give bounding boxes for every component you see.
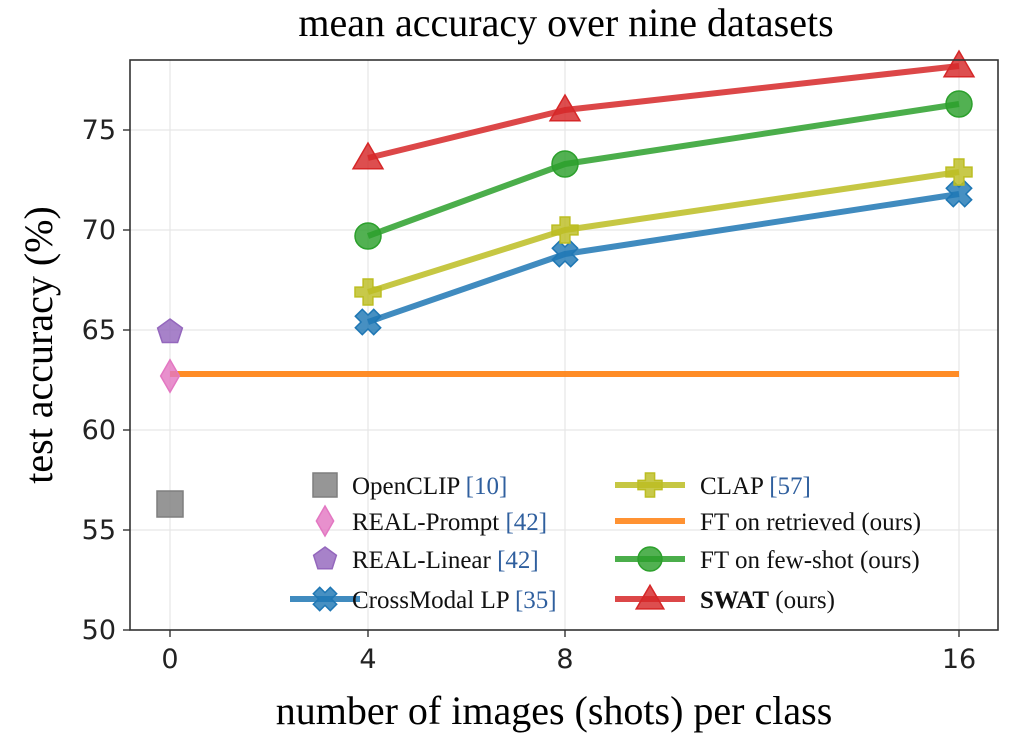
y-tick-label: 65 (82, 315, 116, 346)
real-prompt-series (159, 358, 181, 394)
legend-series-name: REAL-Linear (352, 547, 492, 574)
legend-entry-crossmodal-lp: CrossModal LP [35] (290, 586, 557, 614)
crossmodal-lp-series (354, 180, 973, 336)
legend-entry-openclip: OpenCLIP [10] (312, 472, 507, 500)
legend-series-ref: [57] (769, 473, 811, 500)
legend-label: CrossModal LP [35] (352, 587, 557, 614)
real-linear-point (156, 318, 184, 344)
legend-swatch-marker (312, 472, 338, 498)
legend-series-name: FT on retrieved (700, 509, 856, 536)
legend-series-ref: [35] (515, 587, 557, 614)
y-axis-label: test accuracy (%) (16, 206, 61, 484)
legend-series-name: CLAP (700, 473, 763, 500)
real-prompt-point (159, 358, 181, 394)
legend-entry-ft-on-few-shot: FT on few-shot (ours) (615, 546, 920, 574)
crossmodal-lp-point (551, 240, 579, 268)
legend-entry-real-prompt: REAL-Prompt [42] (315, 504, 547, 538)
legend-series-ref: [10] (466, 473, 508, 500)
legend-series-ref: (ours) (861, 509, 921, 536)
plot-frame (129, 59, 999, 631)
ft-on-few-shot-series (354, 90, 973, 250)
swat-point (351, 141, 385, 170)
clap-series (354, 158, 973, 306)
legend-series-name: OpenCLIP (352, 473, 459, 500)
y-tick-label: 70 (82, 215, 116, 246)
swat-point (942, 49, 976, 78)
x-tick-label: 16 (942, 644, 976, 675)
legend-series-name: REAL-Prompt (352, 509, 499, 536)
legend-label: REAL-Linear [42] (352, 547, 539, 574)
real-linear-series (156, 318, 184, 344)
x-tick-label: 8 (556, 644, 573, 675)
clap-point (551, 216, 579, 244)
legend-swatch-marker (637, 546, 663, 572)
legend-entry-swat: SWAT (ours) (615, 583, 835, 614)
legend-swatch-marker (312, 586, 338, 612)
legend: OpenCLIP [10]REAL-Prompt [42]REAL-Linear… (290, 472, 921, 614)
legend-label: FT on retrieved (ours) (700, 509, 921, 536)
ft-on-few-shot-point (551, 150, 579, 178)
clap-point (354, 278, 382, 306)
swat-point (548, 93, 582, 122)
legend-label: REAL-Prompt [42] (352, 509, 547, 536)
openclip-series (156, 490, 184, 518)
legend-series-ref: [42] (497, 547, 539, 574)
chart-title: mean accuracy over nine datasets (298, 0, 833, 45)
legend-entry-real-linear: REAL-Linear [42] (312, 546, 539, 574)
legend-swatch-marker (312, 546, 338, 570)
legend-series-ref: [42] (505, 509, 547, 536)
legend-label: FT on few-shot (ours) (700, 547, 920, 574)
legend-series-name: CrossModal LP (352, 587, 509, 614)
x-tick-label: 0 (161, 644, 178, 675)
clap-line (367, 169, 960, 295)
legend-entry-ft-on-retrieved: FT on retrieved (ours) (615, 509, 921, 536)
ft-on-few-shot-point (354, 222, 382, 250)
crossmodal-lp-point (945, 180, 973, 208)
y-tick-label: 75 (82, 115, 116, 146)
axis-ticks: 0 4 8 16 50 55 60 65 70 75 (82, 115, 977, 675)
clap-point (945, 158, 973, 186)
legend-series-name: SWAT (700, 587, 769, 614)
plot-series (156, 49, 976, 518)
legend-series-name: FT on few-shot (700, 547, 854, 574)
x-tick-label: 4 (359, 644, 376, 675)
legend-swatch-marker (315, 504, 335, 538)
x-axis-label: number of images (shots) per class (276, 688, 833, 733)
swat-line (367, 63, 960, 161)
legend-series-ref: (ours) (860, 547, 920, 574)
legend-entry-clap: CLAP [57] (615, 472, 811, 500)
crossmodal-lp-point (354, 308, 382, 336)
legend-swatch-marker (634, 583, 666, 610)
y-tick-label: 60 (82, 415, 116, 446)
legend-label: SWAT (ours) (700, 587, 835, 614)
legend-series-ref: (ours) (775, 587, 835, 614)
y-tick-label: 50 (82, 615, 116, 646)
grid (130, 60, 998, 631)
openclip-point (156, 490, 184, 518)
swat-series (351, 49, 976, 170)
legend-swatch-marker (637, 472, 663, 498)
legend-label: CLAP [57] (700, 473, 811, 500)
legend-label: OpenCLIP [10] (352, 473, 507, 500)
y-tick-label: 55 (82, 515, 116, 546)
ft-on-few-shot-point (945, 90, 973, 118)
